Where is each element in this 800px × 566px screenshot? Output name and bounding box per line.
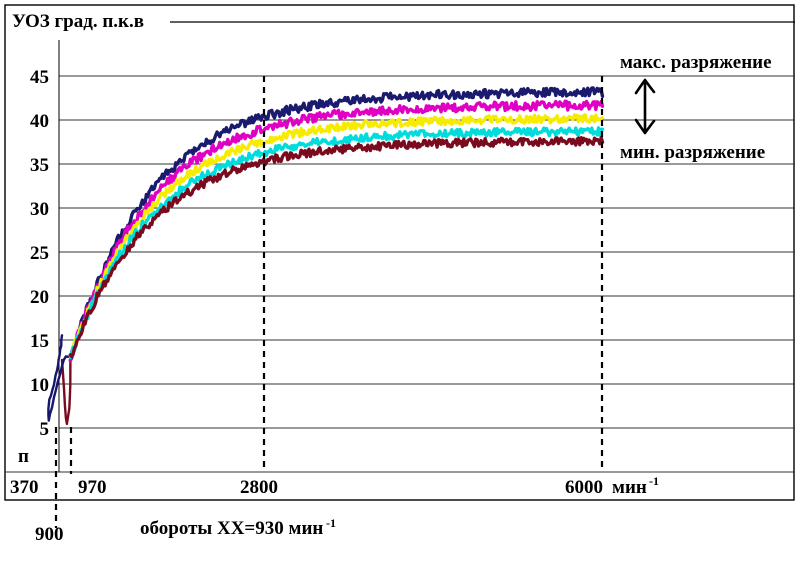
svg-text:6000: 6000 — [565, 477, 603, 498]
svg-text:УОЗ град. п.к.в: УОЗ град. п.к.в — [12, 11, 144, 32]
svg-text:мин: мин — [612, 477, 647, 498]
svg-text:15: 15 — [30, 331, 49, 352]
svg-text:30: 30 — [30, 199, 49, 220]
svg-text:370: 370 — [10, 477, 39, 498]
svg-text:2800: 2800 — [240, 477, 278, 498]
svg-text:п: п — [18, 446, 29, 467]
svg-text:5: 5 — [40, 419, 50, 440]
svg-text:40: 40 — [30, 111, 49, 132]
svg-text:-1: -1 — [326, 516, 336, 530]
svg-text:макс. разряжение: макс. разряжение — [620, 52, 772, 73]
svg-text:970: 970 — [78, 477, 107, 498]
svg-text:25: 25 — [30, 243, 49, 264]
svg-text:мин. разряжение: мин. разряжение — [620, 142, 765, 163]
svg-text:20: 20 — [30, 287, 49, 308]
svg-text:обороты ХХ=930 мин: обороты ХХ=930 мин — [140, 518, 323, 539]
svg-text:900: 900 — [35, 524, 64, 545]
svg-text:-1: -1 — [649, 474, 659, 488]
svg-text:35: 35 — [30, 155, 49, 176]
svg-text:10: 10 — [30, 375, 49, 396]
svg-text:45: 45 — [30, 67, 49, 88]
